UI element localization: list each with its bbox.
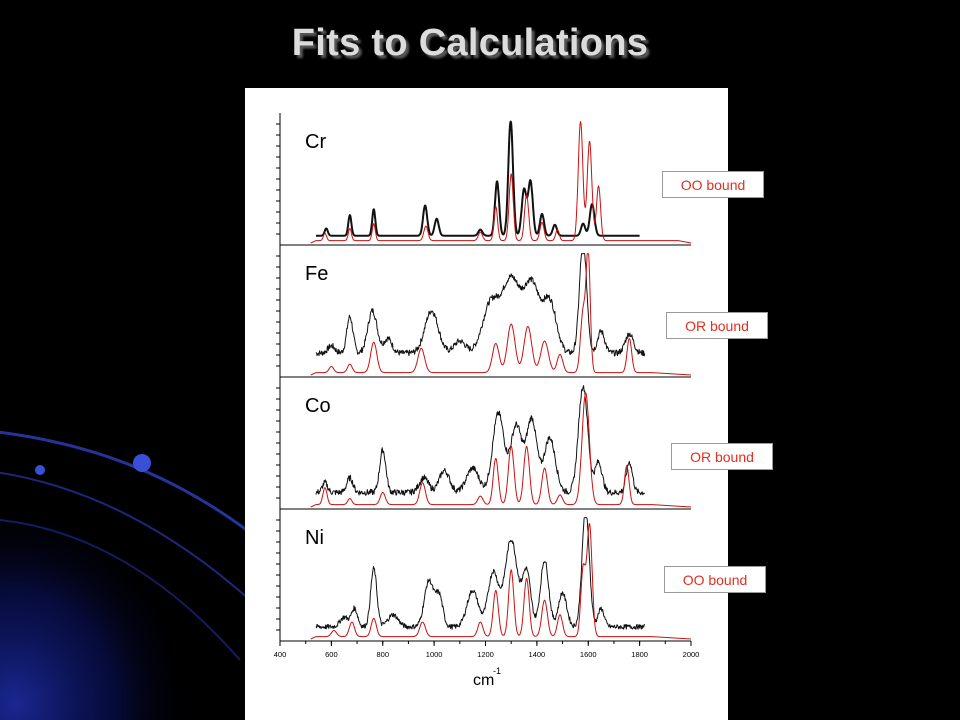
chart-panel <box>245 88 728 720</box>
x-tick-label: 1200 <box>477 650 494 659</box>
spectrum-series-co-0 <box>315 385 646 496</box>
spectrum-series-cr-0 <box>315 120 641 237</box>
x-tick-label: 400 <box>274 650 287 659</box>
spectrum-series-fe-0 <box>315 253 646 357</box>
labels-layer: Cr Fe Co Ni 400 600 800 1000 1200 1400 1600 1800 200… <box>274 131 700 689</box>
binding-label-text: OO bound <box>680 177 746 193</box>
binding-label-text: OR bound <box>685 318 749 334</box>
x-tick-label: 1400 <box>529 650 546 659</box>
spectrum-series-fe-1 <box>310 253 692 376</box>
axes-layer <box>276 113 692 646</box>
binding-label-cr: OO bound <box>662 171 764 198</box>
element-label-co: Co <box>305 395 331 417</box>
spectra-chart: Cr Fe Co Ni 400 600 800 1000 1200 1400 1600 1800 200… <box>274 113 700 689</box>
spectrum-series-co-1 <box>310 392 692 508</box>
series-layer <box>310 120 692 640</box>
element-label-ni: Ni <box>305 527 324 549</box>
x-axis-label: cm <box>473 672 494 689</box>
binding-label-fe: OR bound <box>666 312 768 339</box>
x-tick-label: 600 <box>325 650 338 659</box>
spectrum-series-ni-0 <box>315 517 645 630</box>
binding-label-co: OR bound <box>671 443 773 470</box>
x-tick-label: 800 <box>376 650 389 659</box>
spectrum-series-ni-1 <box>310 523 692 640</box>
binding-label-text: OR bound <box>690 449 754 465</box>
x-tick-label: 1800 <box>631 650 648 659</box>
x-tick-label: 2000 <box>683 650 700 659</box>
x-tick-label: 1000 <box>426 650 443 659</box>
x-axis-label-exponent: -1 <box>493 666 501 676</box>
binding-label-text: OO bound <box>682 572 748 588</box>
element-label-cr: Cr <box>305 131 326 153</box>
spectrum-series-cr-1 <box>310 121 692 244</box>
x-tick-label: 1600 <box>580 650 597 659</box>
slide-title: Fits to Calculations <box>291 22 649 64</box>
element-label-fe: Fe <box>305 263 328 285</box>
binding-label-ni: OO bound <box>664 566 766 593</box>
